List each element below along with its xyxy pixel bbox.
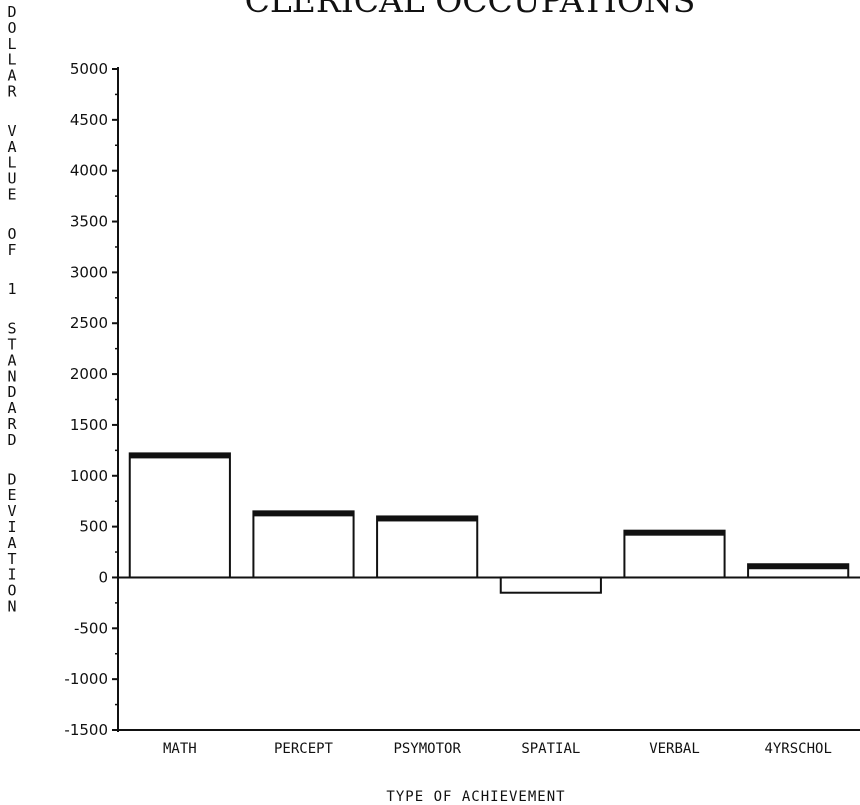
axes	[117, 67, 860, 732]
y-axis-label-char: E	[7, 186, 16, 204]
y-axis-label-char: N	[7, 598, 16, 616]
y-axis-label-char: T	[7, 336, 16, 354]
bar-percept	[252, 510, 355, 579]
y-axis-label-char: T	[7, 550, 16, 568]
y-tick-label: 2000	[70, 365, 108, 383]
y-axis-label-char: L	[7, 154, 16, 172]
y-axis-label-char: I	[7, 518, 16, 536]
category-label: 4YRSCHOL	[764, 741, 831, 757]
bar-top-edge	[624, 530, 725, 536]
bar-top-edge	[748, 564, 849, 570]
y-axis-label-char: A	[7, 351, 16, 369]
y-tick-label: 3000	[70, 263, 108, 281]
y-tick-label: 3500	[70, 213, 108, 231]
y-axis-label-char: L	[7, 51, 16, 69]
y-axis-label-char: A	[7, 67, 16, 85]
y-tick-label: 500	[79, 518, 108, 536]
y-axis-label-char: U	[7, 170, 16, 188]
y-axis-label-char: O	[7, 19, 16, 37]
category-label: PSYMOTOR	[393, 741, 461, 757]
y-tick-label: 5000	[70, 60, 108, 78]
y-axis-label-char: 1	[7, 280, 16, 298]
y-axis-label-char: D	[7, 470, 16, 488]
category-label: PERCEPT	[274, 741, 334, 757]
y-tick-label: 1000	[70, 467, 108, 485]
y-axis-label-char: D	[7, 383, 16, 401]
y-axis-label-char: L	[7, 35, 16, 53]
x-axis-label: TYPE OF ACHIEVEMENT	[386, 789, 565, 805]
y-axis-label-char: A	[7, 399, 16, 417]
y-axis-label-char: A	[7, 534, 16, 552]
y-tick-label: 1500	[70, 416, 108, 434]
y-axis-label-char: R	[7, 83, 17, 101]
y-axis-label-char: A	[7, 138, 16, 156]
y-tick-label: 0	[98, 568, 108, 586]
y-axis-label-char: F	[7, 241, 16, 259]
y-axis-label-char: D	[7, 3, 16, 21]
y-axis-label-char: N	[7, 367, 16, 385]
y-axis-label-char: E	[7, 486, 16, 504]
bar-top-edge	[129, 453, 230, 459]
y-axis-ticks: 5000450040003500300025002000150010005000…	[64, 60, 118, 739]
y-axis-label-char: O	[7, 582, 16, 600]
chart-title: CLERICAL OCCUPATIONS	[245, 0, 696, 20]
y-tick-label: 4000	[70, 162, 108, 180]
bars	[128, 452, 850, 594]
bar-verbal	[623, 529, 726, 579]
y-axis-label-char: I	[7, 566, 16, 584]
y-tick-label: -500	[74, 619, 108, 637]
y-axis-label-char: R	[7, 415, 17, 433]
y-tick-label: -1000	[64, 670, 108, 688]
bar-top-edge	[377, 516, 478, 522]
bar-math	[128, 452, 231, 579]
bar-psymotor	[376, 515, 479, 579]
y-tick-label: 4500	[70, 111, 108, 129]
category-labels: MATH PERCEPT PSYMOTOR SPATIAL VERBAL 4YRSCHOL	[163, 741, 832, 757]
category-label: SPATIAL	[521, 741, 580, 757]
y-tick-label: -1500	[64, 721, 108, 739]
category-label: MATH	[163, 741, 197, 757]
bar-spatial	[499, 576, 602, 594]
category-label: VERBAL	[649, 741, 700, 757]
bar-top-edge	[253, 511, 354, 517]
y-axis-label-char: S	[7, 320, 16, 338]
y-axis-label-char: D	[7, 431, 16, 449]
y-tick-label: 2500	[70, 314, 108, 332]
y-axis-label-char: V	[7, 502, 16, 520]
y-axis-label-char: O	[7, 225, 16, 243]
y-axis-label-char: V	[7, 122, 16, 140]
